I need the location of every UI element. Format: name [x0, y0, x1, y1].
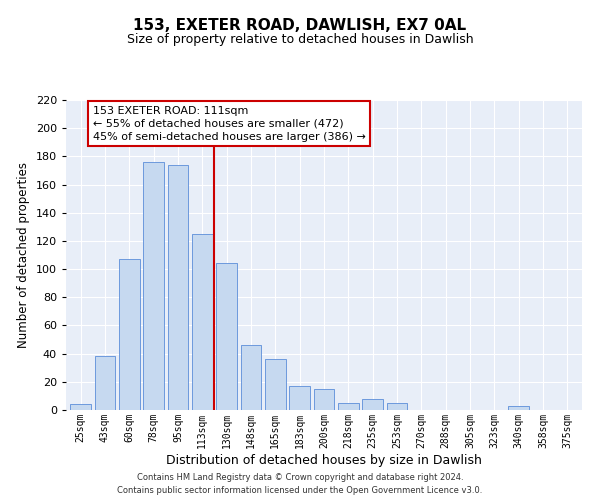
Bar [362, 398, 383, 410]
Text: Contains HM Land Registry data © Crown copyright and database right 2024.: Contains HM Land Registry data © Crown c… [137, 474, 463, 482]
Bar [192, 234, 212, 410]
Bar [143, 162, 164, 410]
Bar [314, 389, 334, 410]
Bar [95, 356, 115, 410]
Bar [167, 165, 188, 410]
Bar [241, 345, 262, 410]
Bar [119, 259, 140, 410]
X-axis label: Distribution of detached houses by size in Dawlish: Distribution of detached houses by size … [166, 454, 482, 466]
Bar [216, 264, 237, 410]
Text: Size of property relative to detached houses in Dawlish: Size of property relative to detached ho… [127, 32, 473, 46]
Bar [338, 403, 359, 410]
Text: 153, EXETER ROAD, DAWLISH, EX7 0AL: 153, EXETER ROAD, DAWLISH, EX7 0AL [133, 18, 467, 32]
Bar [386, 403, 407, 410]
Bar [70, 404, 91, 410]
Bar [265, 360, 286, 410]
Bar [508, 406, 529, 410]
Y-axis label: Number of detached properties: Number of detached properties [17, 162, 30, 348]
Bar [289, 386, 310, 410]
Text: 153 EXETER ROAD: 111sqm
← 55% of detached houses are smaller (472)
45% of semi-d: 153 EXETER ROAD: 111sqm ← 55% of detache… [93, 106, 365, 142]
Text: Contains public sector information licensed under the Open Government Licence v3: Contains public sector information licen… [118, 486, 482, 495]
